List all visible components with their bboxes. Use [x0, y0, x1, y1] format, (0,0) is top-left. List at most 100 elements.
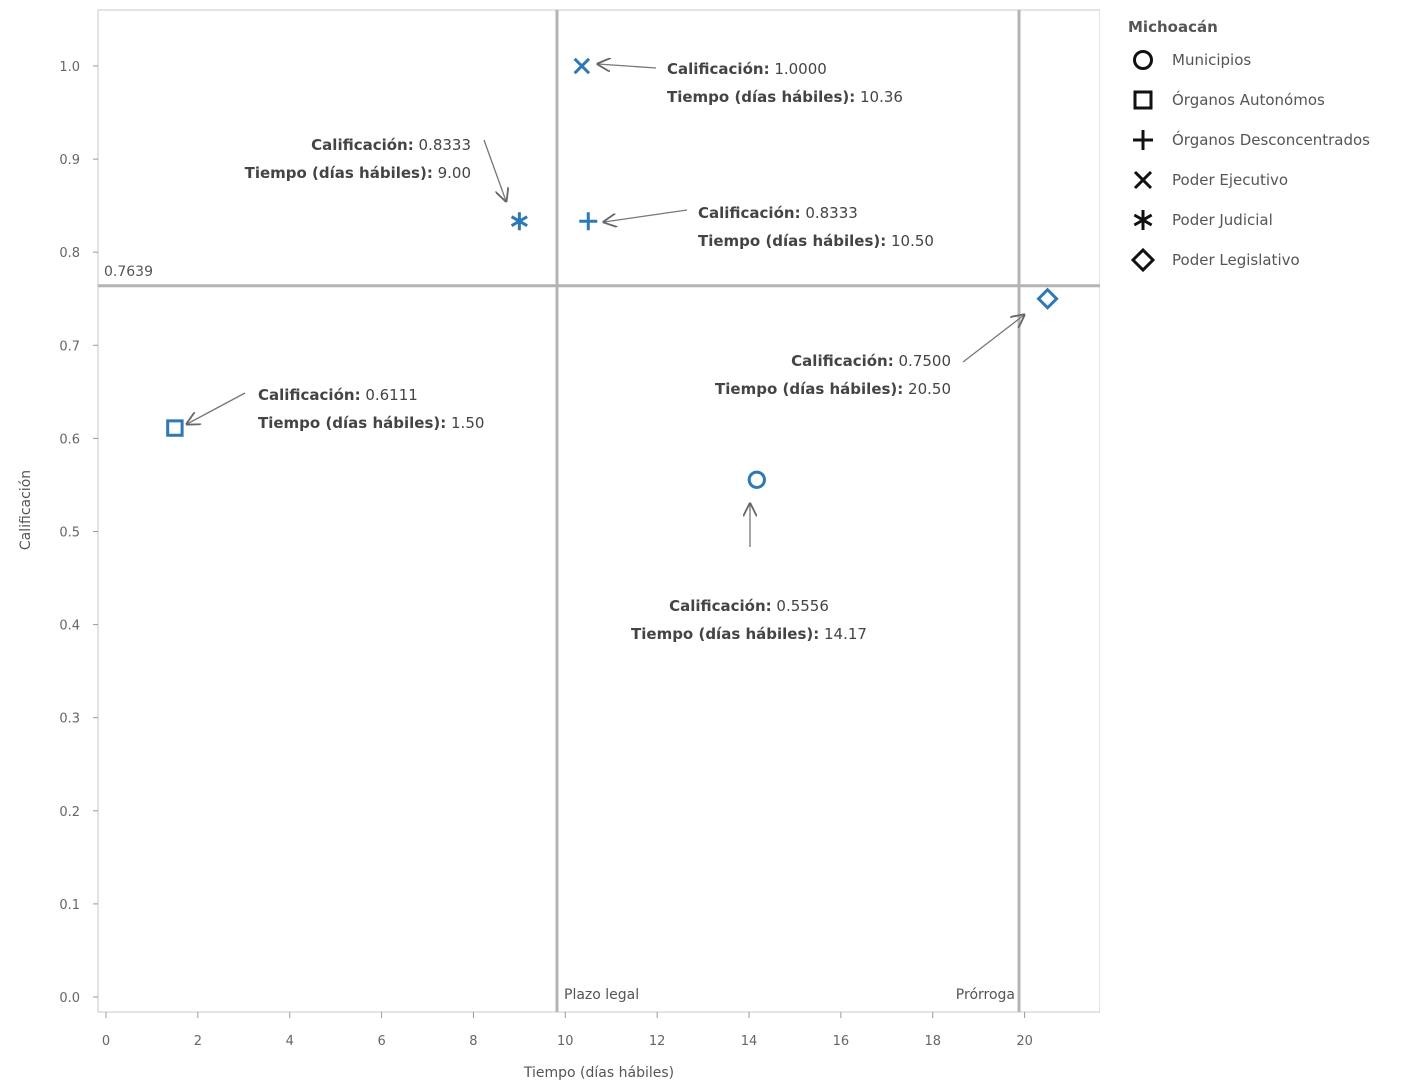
data-point-diamond: [1036, 287, 1059, 310]
circle-icon: [1133, 50, 1153, 70]
y-tick-label: 0.7: [59, 339, 80, 354]
data-point-circle: [747, 470, 766, 489]
legend-item-circle: Municipios: [1128, 40, 1418, 80]
data-point-x: [573, 57, 591, 75]
annotation-label: Calificación:: [669, 597, 772, 615]
annotation-label: Tiempo (días hábiles):: [667, 88, 855, 106]
x-axis-title: Tiempo (días hábiles): [523, 1065, 674, 1081]
legend-item-diamond: Poder Legislativo: [1128, 240, 1418, 280]
x-tick-label: 10: [557, 1034, 574, 1049]
y-tick-label: 0.3: [59, 712, 80, 727]
annotation-line-2: Tiempo (días hábiles): 9.00: [245, 164, 471, 182]
annotation-line-1: Calificación: 0.7500: [791, 352, 951, 370]
annotation-label: Calificación:: [311, 136, 414, 154]
annotation-value: 0.5556: [772, 597, 829, 615]
annotation-label: Calificación:: [258, 386, 361, 404]
annotation-label: Tiempo (días hábiles):: [245, 164, 433, 182]
diamond-icon: [1130, 247, 1156, 273]
annotation-arrow: [187, 392, 246, 424]
annotation-line-1: Calificación: 1.0000: [667, 60, 827, 78]
annotation-value: 10.36: [855, 88, 903, 106]
x-tick-label: 12: [649, 1034, 666, 1049]
annotation-label: Tiempo (días hábiles):: [715, 380, 903, 398]
y-tick-label: 0.4: [59, 619, 80, 634]
legend-marker-diamond: [1130, 247, 1156, 273]
plus-icon: [1133, 130, 1153, 150]
legend-marker-x: [1133, 170, 1153, 190]
x-icon: [1133, 170, 1153, 190]
annotation-label: Calificación:: [791, 352, 894, 370]
data-point-asterisk: [510, 212, 528, 231]
legend-label: Órganos Desconcentrados: [1172, 131, 1370, 149]
x-tick-label: 2: [194, 1034, 202, 1049]
annotation-value: 0.8333: [801, 204, 858, 222]
legend-item-asterisk: Poder Judicial: [1128, 200, 1418, 240]
annotation-line-2: Tiempo (días hábiles): 1.50: [258, 414, 484, 432]
annotation-value: 10.50: [886, 232, 934, 250]
asterisk-icon: [1133, 210, 1153, 230]
annotation-label: Calificación:: [698, 204, 801, 222]
annotation-value: 14.17: [819, 625, 867, 643]
x-tick-label: 14: [741, 1034, 758, 1049]
y-tick-label: 0.6: [59, 432, 80, 447]
annotation-line-1: Calificación: 0.6111: [258, 386, 418, 404]
x-tick-label: 0: [102, 1034, 110, 1049]
reference-label-prorroga: Prórroga: [956, 987, 1015, 1003]
y-tick-label: 1.0: [59, 60, 80, 75]
annotation-value: 20.50: [903, 380, 951, 398]
y-tick-label: 0.2: [59, 805, 80, 820]
square-icon: [1133, 90, 1153, 110]
annotation-value: 0.6111: [361, 386, 418, 404]
reference-label-plazo-legal: Plazo legal: [564, 987, 639, 1003]
legend-marker-square: [1133, 90, 1153, 110]
x-tick-label: 20: [1016, 1034, 1033, 1049]
annotation-value: 1.50: [446, 414, 484, 432]
legend-label: Poder Ejecutivo: [1172, 171, 1289, 189]
annotation-label: Calificación:: [667, 60, 770, 78]
legend-label: Poder Legislativo: [1172, 251, 1300, 269]
legend-label: Órganos Autonómos: [1172, 91, 1325, 109]
annotation-value: 0.8333: [414, 136, 471, 154]
annotation-line-2: Tiempo (días hábiles): 20.50: [715, 380, 951, 398]
data-point-square: [166, 419, 184, 437]
y-axis-title: Calificación: [18, 470, 34, 550]
annotation-arrow: [483, 139, 506, 201]
annotation-line-1: Calificación: 0.8333: [698, 204, 858, 222]
annotation-label: Tiempo (días hábiles):: [631, 625, 819, 643]
legend-marker-plus: [1133, 130, 1153, 150]
y-tick-label: 0.1: [59, 898, 80, 913]
x-tick-label: 4: [286, 1034, 294, 1049]
x-tick-label: 18: [924, 1034, 941, 1049]
y-tick-label: 0.8: [59, 246, 80, 261]
annotation-line-2: Tiempo (días hábiles): 10.36: [667, 88, 903, 106]
y-tick-label: 0.0: [59, 991, 80, 1006]
legend-label: Municipios: [1172, 51, 1252, 69]
reference-label-score: 0.7639: [104, 264, 153, 280]
legend: Michoacán Municipios Órganos Autonómos Órg…: [1128, 14, 1418, 280]
x-tick-label: 16: [833, 1034, 850, 1049]
y-tick-label: 0.9: [59, 153, 80, 168]
scatter-chart: 0.0 0.1 0.2 0.3 0.4 0.5 0.6 0.7 0.8 0.9 1.0 0 2 4 6 8 10…: [18, 9, 1100, 1081]
legend-marker-circle: [1133, 50, 1153, 70]
annotation-line-1: Calificación: 0.8333: [311, 136, 471, 154]
legend-title: Michoacán: [1128, 18, 1218, 36]
legend-item-plus: Órganos Desconcentrados: [1128, 120, 1418, 160]
x-tick-label: 6: [377, 1034, 385, 1049]
annotation-line-1: Calificación: 0.5556: [669, 597, 829, 615]
annotation-value: 1.0000: [770, 60, 827, 78]
annotation-arrow: [604, 209, 688, 222]
data-point-plus: [579, 212, 598, 231]
plot-frame: [97, 9, 1100, 1013]
annotation-line-2: Tiempo (días hábiles): 14.17: [631, 625, 867, 643]
legend-item-square: Órganos Autonómos: [1128, 80, 1418, 120]
legend-marker-asterisk: [1133, 210, 1153, 230]
annotation-line-2: Tiempo (días hábiles): 10.50: [698, 232, 934, 250]
annotation-arrow: [598, 64, 657, 68]
legend-label: Poder Judicial: [1172, 211, 1273, 229]
annotation-label: Tiempo (días hábiles):: [258, 414, 446, 432]
x-tick-label: 8: [469, 1034, 477, 1049]
annotation-value: 9.00: [433, 164, 471, 182]
legend-item-x: Poder Ejecutivo: [1128, 160, 1418, 200]
annotation-value: 0.7500: [894, 352, 951, 370]
annotation-label: Tiempo (días hábiles):: [698, 232, 886, 250]
